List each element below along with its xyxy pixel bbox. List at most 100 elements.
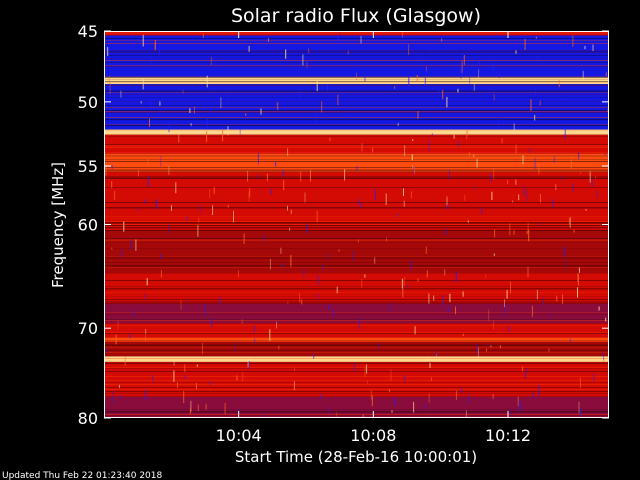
texture-speck xyxy=(473,84,475,91)
texture-speck xyxy=(573,229,575,233)
texture-speck xyxy=(193,106,195,114)
texture-line xyxy=(104,77,609,78)
texture-speck xyxy=(242,372,244,382)
texture-speck xyxy=(507,180,509,185)
texture-speck xyxy=(248,361,250,369)
texture-speck xyxy=(210,56,212,66)
texture-speck xyxy=(321,101,323,113)
texture-line xyxy=(104,91,609,92)
texture-speck xyxy=(475,59,477,63)
texture-speck xyxy=(529,148,531,153)
texture-speck xyxy=(458,140,459,148)
texture-speck xyxy=(389,301,391,312)
texture-speck xyxy=(437,70,439,75)
texture-speck xyxy=(269,258,271,270)
texture-line xyxy=(104,124,609,125)
texture-speck xyxy=(526,189,528,202)
texture-speck xyxy=(426,358,428,362)
texture-speck xyxy=(304,192,306,203)
texture-speck xyxy=(478,69,480,78)
texture-speck xyxy=(527,266,529,278)
texture-speck xyxy=(461,388,463,394)
texture-speck xyxy=(468,152,470,157)
texture-line xyxy=(104,344,609,345)
texture-line xyxy=(104,218,609,219)
texture-speck xyxy=(515,50,517,54)
texture-line xyxy=(104,303,609,304)
texture-speck xyxy=(160,270,162,278)
texture-speck xyxy=(507,325,509,332)
texture-speck xyxy=(534,157,536,170)
texture-speck xyxy=(227,205,229,208)
texture-line xyxy=(104,367,609,368)
texture-speck xyxy=(356,165,358,171)
texture-line xyxy=(104,62,609,63)
texture-speck xyxy=(357,239,359,243)
texture-line xyxy=(104,262,609,263)
texture-speck xyxy=(505,305,506,317)
texture-speck xyxy=(536,55,538,59)
texture-speck xyxy=(417,111,419,119)
texture-speck xyxy=(429,362,431,368)
texture-speck xyxy=(107,47,109,56)
texture-line xyxy=(104,159,609,160)
texture-speck xyxy=(329,137,331,142)
texture-speck xyxy=(538,163,540,175)
texture-speck xyxy=(481,208,483,215)
texture-speck xyxy=(431,133,433,136)
texture-speck xyxy=(535,91,536,96)
texture-speck xyxy=(287,205,288,211)
texture-line xyxy=(104,225,609,226)
texture-line xyxy=(104,286,609,287)
texture-speck xyxy=(441,38,443,42)
texture-line xyxy=(104,156,609,157)
texture-speck xyxy=(580,171,582,174)
texture-speck xyxy=(493,94,495,101)
texture-line xyxy=(104,289,609,290)
y-tick-label: 60 xyxy=(78,216,98,235)
texture-speck xyxy=(360,202,362,209)
texture-speck xyxy=(532,392,534,399)
texture-line xyxy=(104,358,609,359)
texture-line xyxy=(104,414,609,415)
texture-speck xyxy=(428,293,430,304)
texture-speck xyxy=(385,193,387,205)
texture-line xyxy=(104,43,609,44)
texture-line xyxy=(104,301,609,302)
texture-speck xyxy=(235,341,237,353)
texture-speck xyxy=(403,279,405,287)
texture-speck xyxy=(200,204,202,213)
texture-speck xyxy=(262,413,264,418)
texture-speck xyxy=(364,274,366,278)
texture-speck xyxy=(260,108,262,115)
texture-speck xyxy=(357,198,359,206)
chart-title: Solar radio Flux (Glasgow) xyxy=(231,5,481,27)
texture-speck xyxy=(184,375,186,379)
texture-line xyxy=(104,187,609,188)
y-tick-label: 45 xyxy=(78,22,98,41)
texture-line xyxy=(104,117,609,118)
texture-speck xyxy=(138,169,139,177)
texture-speck xyxy=(310,169,311,182)
texture-line xyxy=(104,224,609,225)
texture-speck xyxy=(477,347,479,357)
texture-line xyxy=(104,409,609,410)
texture-speck xyxy=(147,158,149,168)
frequency-band xyxy=(104,129,609,135)
texture-speck xyxy=(115,334,117,345)
texture-speck xyxy=(476,343,478,356)
texture-speck xyxy=(135,239,137,251)
texture-speck xyxy=(402,31,403,38)
texture-speck xyxy=(316,210,318,223)
texture-speck xyxy=(542,297,544,305)
texture-speck xyxy=(457,88,459,93)
texture-line xyxy=(104,288,609,289)
texture-speck xyxy=(572,183,574,192)
frequency-band xyxy=(104,230,609,274)
texture-speck xyxy=(531,305,533,317)
texture-speck xyxy=(106,44,107,53)
texture-speck xyxy=(565,258,567,270)
texture-speck xyxy=(210,109,212,114)
texture-line xyxy=(104,227,609,228)
texture-speck xyxy=(202,343,203,355)
